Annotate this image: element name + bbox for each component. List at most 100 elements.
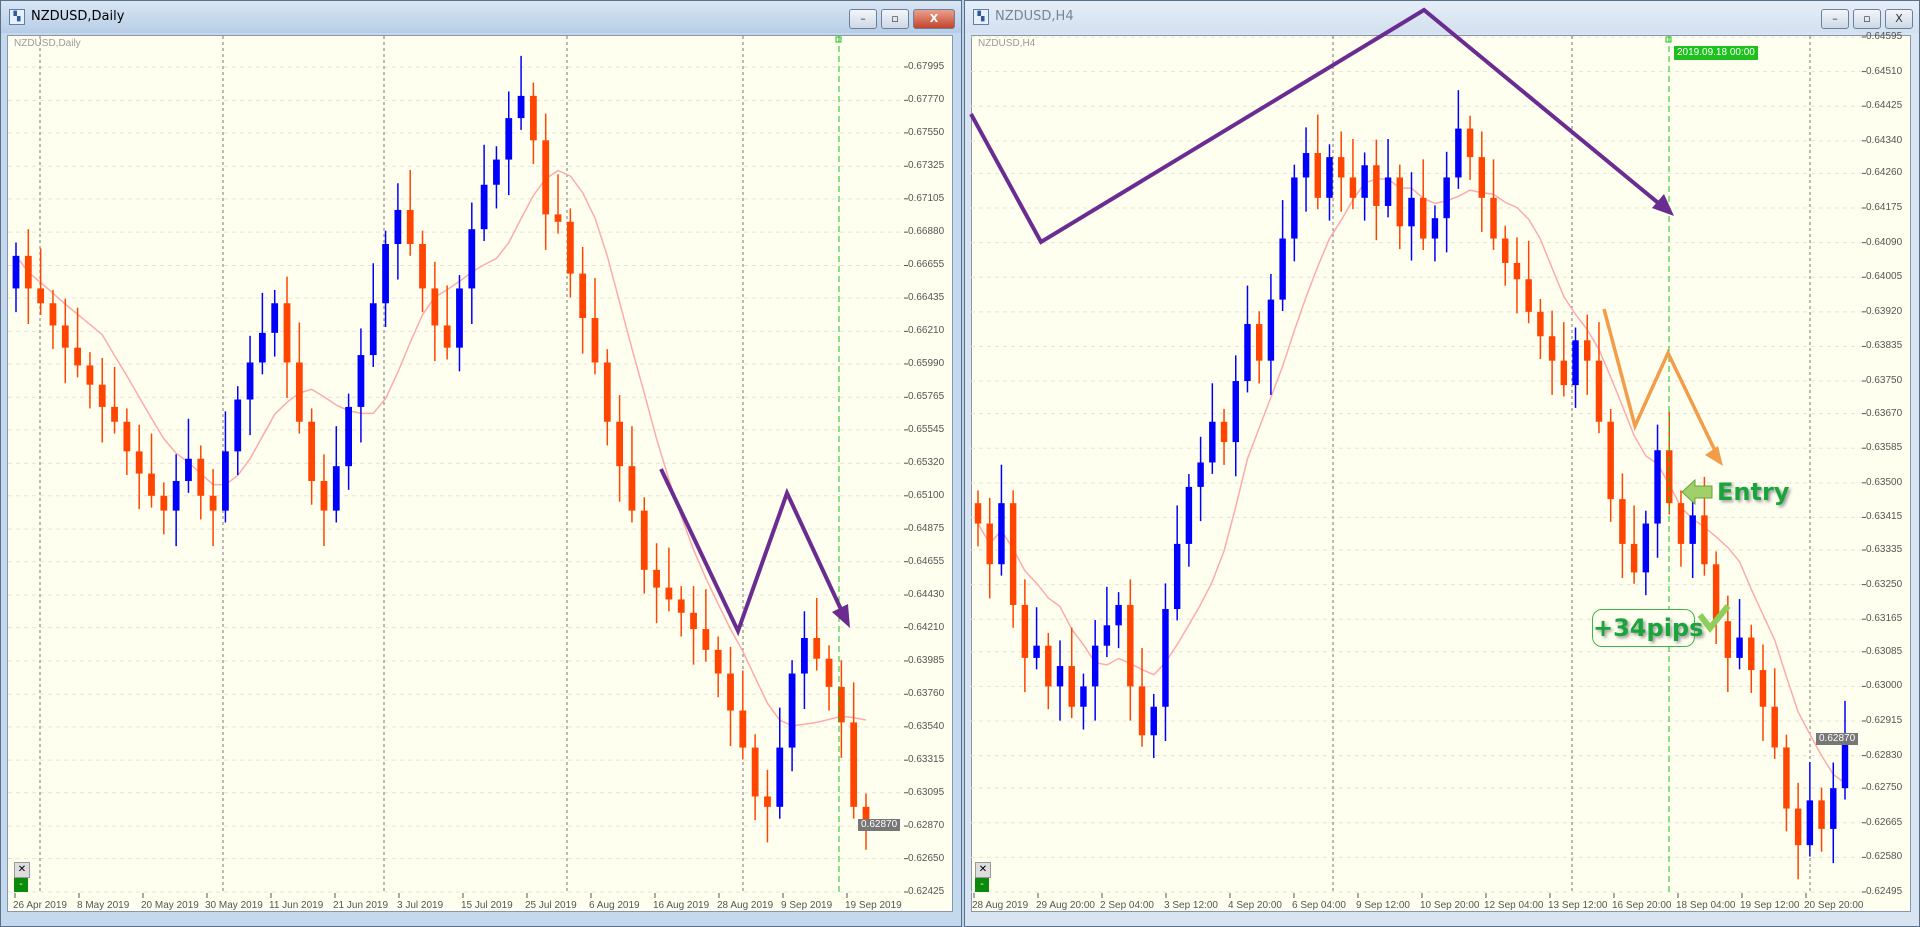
y-tick-label: 0.64655 — [908, 555, 945, 567]
x-tick-label: 16 Sep 20:00 — [1612, 900, 1672, 911]
candle-body — [1302, 153, 1310, 178]
title-bar[interactable]: ▚ NZDUSD,H4 – ▫ X — [965, 1, 1919, 33]
candle-body — [234, 399, 242, 452]
y-tick-label: 0.66880 — [908, 226, 945, 238]
candle-body — [1712, 564, 1720, 622]
y-tick-label: 0.63540 — [908, 720, 945, 732]
candle-body — [1361, 165, 1368, 198]
candle-body — [431, 288, 439, 326]
candle-body — [394, 209, 402, 244]
y-tick-label: 0.66210 — [908, 325, 945, 337]
y-tick-label: 0.62870 — [908, 820, 945, 832]
candle-body — [1818, 800, 1825, 829]
chart-area[interactable] — [971, 35, 1911, 912]
candle-body — [1173, 543, 1181, 610]
candle-body — [850, 722, 858, 807]
x-tick-label: 11 Jun 2019 — [269, 900, 324, 911]
close-icon[interactable]: ✕ — [14, 862, 30, 878]
candle-body — [12, 255, 20, 289]
candle-body — [1736, 637, 1743, 658]
x-tick-label: 20 Sep 20:00 — [1804, 900, 1864, 911]
y-tick-label: 0.63335 — [1866, 544, 1903, 555]
y-tick-label: 0.66435 — [908, 292, 945, 304]
x-tick-label: 20 May 2019 — [141, 900, 199, 911]
moving-average-line — [15, 169, 867, 727]
candle-body — [1068, 666, 1075, 707]
candle-body — [197, 458, 205, 496]
candle-body — [246, 362, 254, 400]
x-tick-label: 3 Sep 12:00 — [1164, 900, 1218, 911]
candle-body — [1642, 523, 1650, 573]
candle-body — [135, 451, 143, 474]
y-tick-label: 0.65320 — [908, 457, 945, 469]
h4-chart-window: ▚ NZDUSD,H4 – ▫ X — [964, 0, 1920, 927]
candle-body — [1759, 670, 1767, 707]
candle-body — [1630, 543, 1638, 573]
restore-button[interactable]: ▫ — [881, 9, 909, 29]
close-button[interactable]: X — [913, 9, 955, 29]
candle-body — [148, 473, 155, 496]
minimize-button[interactable]: – — [1821, 9, 1849, 29]
close-icon[interactable]: ✕ — [975, 862, 991, 878]
candle-body — [172, 480, 180, 511]
candle-body — [1267, 299, 1275, 361]
candle-body — [1279, 238, 1286, 300]
candle-body — [160, 495, 168, 511]
candle-body — [456, 288, 463, 348]
close-button[interactable]: X — [1885, 9, 1913, 29]
y-tick-label: 0.67550 — [908, 126, 945, 138]
candle-body — [406, 209, 414, 244]
y-tick-label: 0.62495 — [1866, 886, 1903, 897]
current-price-tag: 0.62870 — [1816, 733, 1859, 745]
x-tick-label: 26 Apr 2019 — [13, 900, 67, 911]
zigzag-drawing — [659, 468, 847, 637]
minimize-button[interactable]: – — [849, 9, 877, 29]
y-tick-label: 0.62750 — [1866, 782, 1903, 794]
candle-body — [1197, 462, 1204, 487]
candle-body — [998, 503, 1005, 565]
candle-body — [616, 421, 624, 467]
minimize-icon[interactable]: - — [975, 878, 989, 892]
candle-body — [1431, 218, 1439, 239]
candle-body — [1748, 637, 1755, 671]
candle-body — [986, 523, 993, 565]
candle-body — [566, 221, 574, 274]
candle-body — [1548, 336, 1556, 361]
profit-annotation: +34pips — [1592, 609, 1703, 647]
chart-area[interactable] — [7, 35, 953, 912]
restore-button[interactable]: ▫ — [1853, 9, 1881, 29]
y-tick-label: 0.67105 — [908, 192, 945, 204]
candle-body — [1127, 604, 1134, 687]
y-tick-label: 0.65990 — [908, 357, 945, 369]
candle-body — [1045, 645, 1052, 687]
candle-body — [1291, 177, 1298, 239]
x-tick-label: 8 May 2019 — [77, 900, 130, 911]
candle-body — [258, 332, 266, 363]
candle-body — [1841, 739, 1849, 789]
candle-body — [739, 710, 747, 748]
y-tick-label: 0.63835 — [1866, 340, 1903, 352]
candle-body — [443, 325, 451, 348]
entry-annotation: Entry — [1717, 478, 1790, 506]
y-tick-label: 0.64210 — [908, 621, 945, 633]
candle-body — [86, 365, 94, 385]
y-tick-label: 0.64510 — [1866, 65, 1903, 77]
candle-body — [813, 637, 821, 659]
candle-body — [1326, 157, 1333, 198]
candle-body — [1783, 747, 1790, 809]
title-bar[interactable]: ▚ NZDUSD,Daily – ▫ X — [1, 1, 961, 33]
minimize-icon[interactable]: - — [14, 878, 28, 892]
candle-body — [788, 673, 796, 748]
candle-body — [1373, 165, 1380, 206]
candle-body — [1724, 621, 1732, 658]
candle-body — [111, 406, 118, 422]
candle-body — [801, 637, 808, 674]
y-tick-label: 0.66655 — [908, 259, 945, 271]
candle-body — [1455, 128, 1462, 178]
candle-body — [295, 362, 303, 422]
y-tick-label: 0.64260 — [1866, 167, 1903, 179]
candle-body — [837, 686, 845, 723]
candle-body — [1677, 503, 1685, 544]
x-tick-label: 25 Jul 2019 — [525, 900, 577, 911]
y-tick-label: 0.62915 — [1866, 715, 1903, 726]
